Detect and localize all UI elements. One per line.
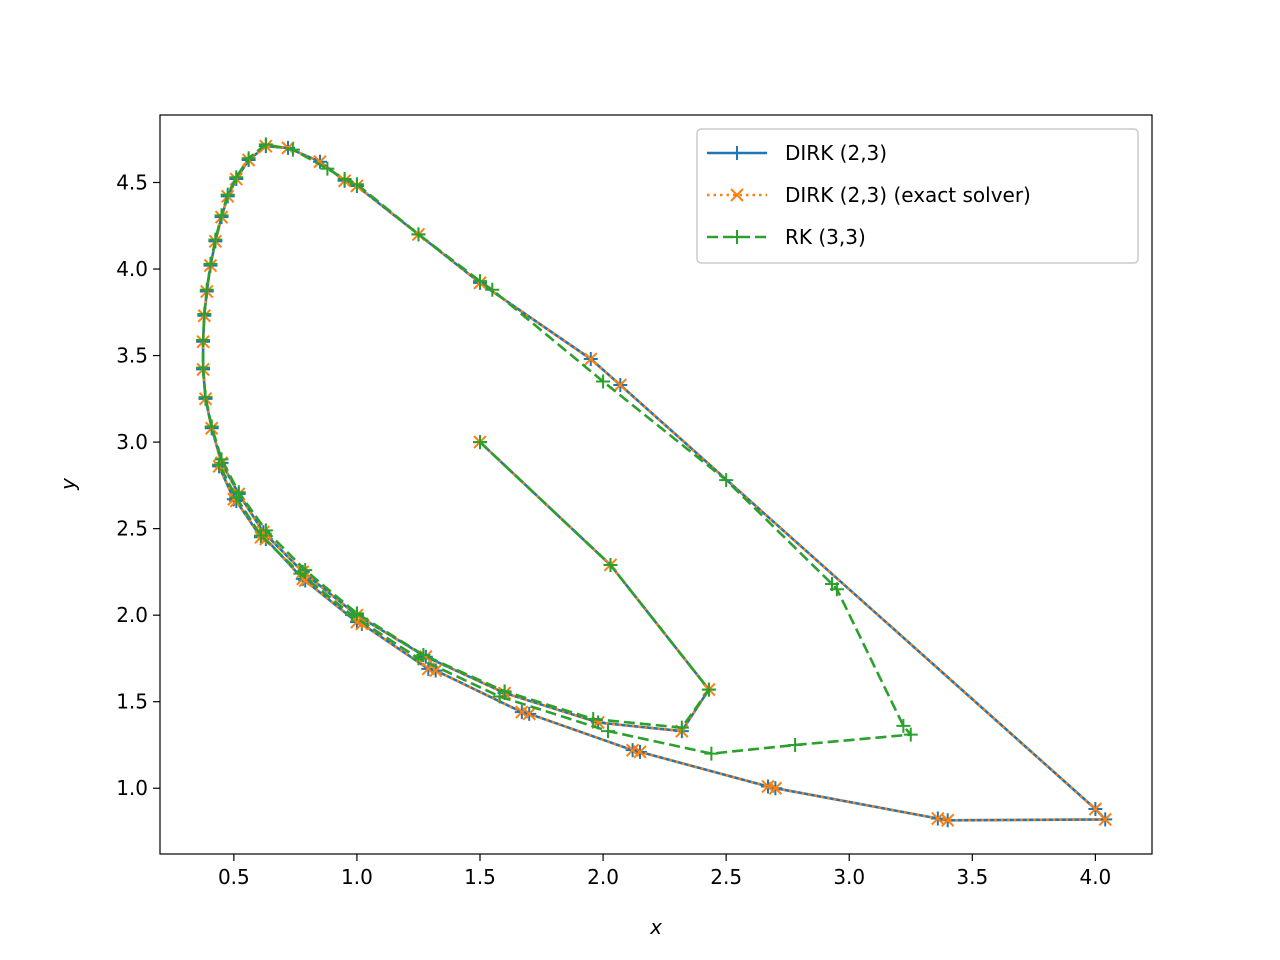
data-point-marker — [220, 187, 235, 202]
data-point-marker — [603, 557, 618, 572]
data-point-marker — [258, 137, 273, 152]
data-point-marker — [229, 490, 244, 505]
y-tick-label: 1.0 — [116, 776, 148, 800]
x-tick-label: 1.5 — [464, 865, 496, 889]
series-line — [201, 144, 1107, 822]
data-point-marker — [229, 170, 244, 185]
data-point-marker — [896, 718, 911, 733]
y-tick-label: 2.0 — [116, 603, 148, 627]
y-tick-label: 4.5 — [116, 170, 148, 194]
data-point-marker — [701, 682, 716, 697]
y-tick-label: 1.5 — [116, 690, 148, 714]
legend: DIRK (2,3) DIRK (2,3) (exact solver) RK (3… — [696, 128, 1139, 264]
y-axis-label: y — [56, 477, 80, 491]
data-point-marker — [345, 608, 359, 623]
legend-label: RK (3,3) — [785, 225, 866, 249]
series-layer — [196, 137, 1113, 828]
y-tick-label: 3.5 — [116, 344, 148, 368]
legend-label: DIRK (2,3) — [785, 141, 887, 165]
data-point-marker — [285, 142, 300, 157]
legend-box — [696, 128, 1139, 264]
data-point-marker — [473, 274, 487, 289]
data-point-marker — [719, 473, 734, 488]
x-axis: 0.5 1.0 1.5 2.0 2.5 3.0 3.5 4.0 — [218, 854, 1111, 889]
data-point-marker — [1098, 812, 1112, 827]
data-point-marker — [241, 151, 256, 166]
data-point-marker — [515, 705, 529, 719]
data-point-marker — [586, 712, 601, 727]
data-point-marker — [337, 172, 352, 187]
legend-item: DIRK (2,3) — [707, 141, 887, 165]
series-line — [201, 143, 913, 755]
data-point-marker — [473, 435, 487, 450]
y-axis: 1.0 1.5 2.0 2.5 3.0 3.5 4.0 4.5 — [116, 170, 160, 800]
data-point-marker — [903, 727, 918, 742]
data-point-marker — [674, 720, 689, 735]
data-point-marker — [485, 282, 500, 297]
data-point-marker — [601, 724, 615, 739]
plot-frame — [159, 114, 1153, 855]
y-tick-label: 3.0 — [116, 430, 148, 454]
data-point-marker — [788, 737, 803, 752]
data-point-marker — [214, 208, 229, 223]
data-point-marker — [208, 232, 223, 247]
x-tick-label: 3.5 — [956, 865, 988, 889]
data-point-marker — [196, 332, 211, 347]
data-point-marker — [761, 779, 775, 794]
x-axis-label: x — [649, 915, 662, 939]
x-tick-label: 2.0 — [587, 865, 619, 889]
legend-item: DIRK (2,3) (exact solver) — [707, 183, 1031, 207]
data-point-marker — [296, 572, 310, 586]
legend-label: DIRK (2,3) (exact solver) — [785, 183, 1031, 207]
data-point-marker — [613, 378, 628, 392]
series-3 — [196, 137, 918, 761]
data-point-marker — [349, 177, 364, 192]
data-point-marker — [596, 374, 611, 389]
data-point-marker — [704, 746, 719, 761]
data-point-marker — [625, 743, 640, 757]
data-point-marker — [203, 256, 218, 271]
data-point-marker — [293, 566, 308, 581]
legend-item: RK (3,3) — [707, 225, 866, 249]
plot-area — [196, 137, 1113, 828]
legend-marker — [730, 230, 744, 244]
x-tick-label: 4.0 — [1079, 865, 1111, 889]
data-point-marker — [411, 227, 426, 242]
x-tick-label: 1.0 — [341, 865, 373, 889]
data-point-marker — [829, 582, 844, 597]
y-tick-label: 4.0 — [116, 257, 148, 281]
y-tick-label: 2.5 — [116, 517, 148, 541]
data-point-marker — [492, 689, 507, 704]
data-point-marker — [196, 360, 211, 375]
legend-marker — [730, 146, 744, 160]
data-point-marker — [1088, 802, 1103, 816]
data-point-marker — [411, 651, 426, 666]
data-point-marker — [212, 457, 227, 472]
data-point-marker — [253, 528, 268, 543]
legend-marker — [730, 188, 744, 202]
data-point-marker — [931, 811, 945, 826]
x-tick-label: 0.5 — [218, 865, 250, 889]
x-tick-label: 3.0 — [833, 865, 865, 889]
data-point-marker — [199, 282, 214, 297]
data-point-marker — [197, 307, 212, 322]
data-point-marker — [320, 161, 335, 176]
data-point-marker — [204, 419, 219, 434]
data-point-marker — [584, 352, 598, 366]
x-tick-label: 2.5 — [710, 865, 742, 889]
data-point-marker — [198, 390, 213, 405]
